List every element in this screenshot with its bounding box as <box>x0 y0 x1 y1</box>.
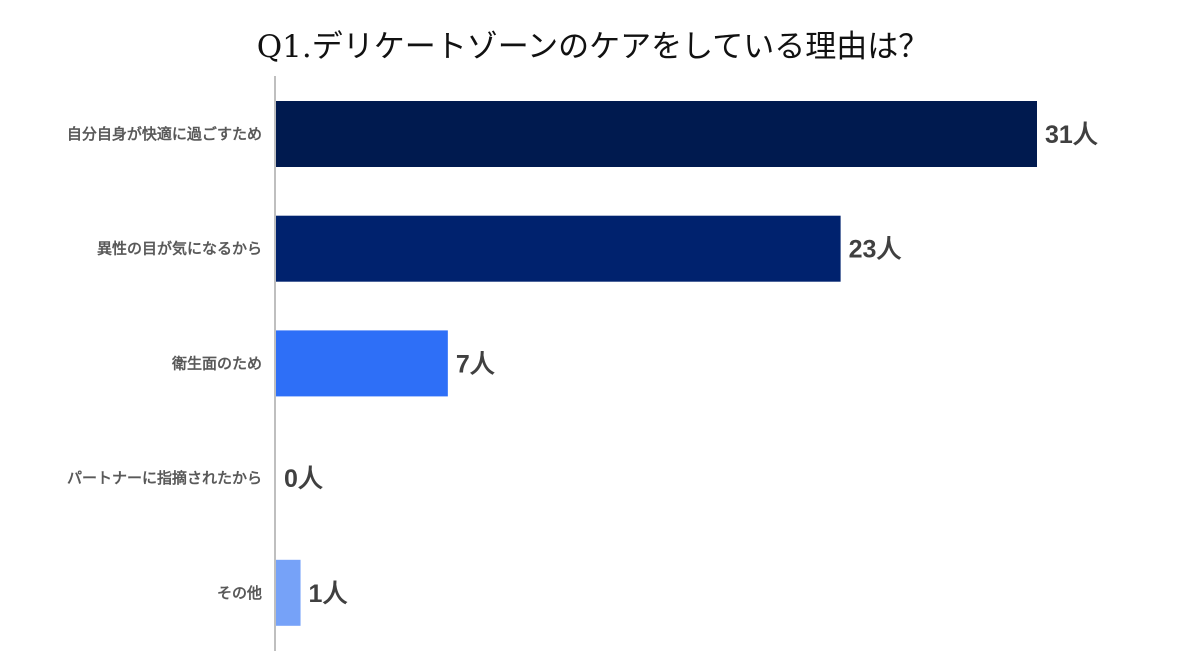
category-label: 自分自身が快適に過ごすため <box>67 125 262 143</box>
data-label: 31人 <box>1045 121 1098 149</box>
bar <box>276 559 301 626</box>
data-label: 7人 <box>456 350 495 378</box>
category-label: パートナーに指摘されたから <box>67 469 262 487</box>
bar <box>276 215 841 282</box>
category-label: その他 <box>217 584 262 602</box>
data-label: 0人 <box>284 465 323 493</box>
category-label: 異性の目が気になるから <box>97 240 262 258</box>
chart-title: Q1.デリケートゾーンのケアをしている理由は？ <box>257 29 930 65</box>
data-label: 1人 <box>309 580 348 608</box>
category-label: 衛生面のため <box>171 354 262 372</box>
bar <box>276 101 1037 167</box>
bar <box>276 330 448 397</box>
data-label: 23人 <box>849 236 902 264</box>
